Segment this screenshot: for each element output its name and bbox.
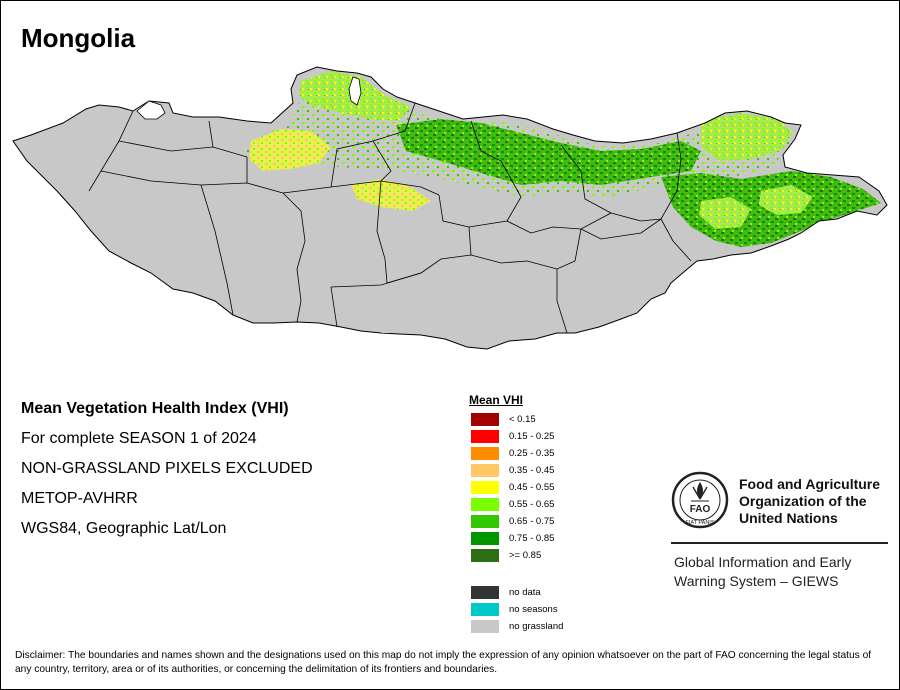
- legend-swatch: [471, 447, 499, 460]
- lake-khovsgol: [348, 76, 362, 106]
- fao-emblem-motto: FIAT PANIS: [685, 520, 714, 526]
- info-line-projection: WGS84, Geographic Lat/Lon: [21, 520, 227, 537]
- fao-name-line-1: Food and Agriculture: [739, 476, 881, 492]
- vhi-light-east: [759, 185, 813, 215]
- legend-label: 0.65 - 0.75: [509, 516, 555, 527]
- lake-uvs: [136, 100, 166, 120]
- legend-label: 0.45 - 0.55: [509, 482, 555, 493]
- giews-line-2: Warning System – GIEWS: [674, 573, 839, 589]
- legend-swatch: [471, 498, 499, 511]
- fao-name-line-3: United Nations: [739, 510, 838, 526]
- legend-item: 0.65 - 0.75: [469, 513, 554, 530]
- legend-title: Mean VHI: [469, 393, 524, 407]
- disclaimer-text: Disclaimer: The boundaries and names sho…: [15, 650, 872, 675]
- map-legend: Mean VHI < 0.15 0.15 - 0.25 0.25 - 0.35 0.3…: [469, 393, 563, 635]
- legend-label: 0.55 - 0.65: [509, 499, 555, 510]
- legend-classes: < 0.15 0.15 - 0.25 0.25 - 0.35 0.35 - 0.45 0…: [469, 411, 554, 564]
- vhi-layer: [241, 71, 881, 247]
- vhi-light-northeast: [701, 113, 793, 161]
- fao-divider: [671, 542, 888, 544]
- legend-item: no grassland: [469, 618, 563, 635]
- legend-label: 0.25 - 0.35: [509, 448, 555, 459]
- legend-label: >= 0.85: [509, 550, 542, 561]
- legend-item: no seasons: [469, 601, 558, 618]
- legend-swatch: [471, 549, 499, 562]
- legend-item: no data: [469, 584, 541, 601]
- legend-label: no seasons: [509, 604, 558, 615]
- legend-item: 0.15 - 0.25: [469, 428, 554, 445]
- legend-item: < 0.15: [469, 411, 536, 428]
- fao-name-line-2: Organization of the: [739, 493, 867, 509]
- fao-organization-name: Food and Agriculture Organization of the…: [739, 476, 899, 527]
- legend-label: 0.15 - 0.25: [509, 431, 555, 442]
- giews-line-1: Global Information and Early: [674, 554, 852, 570]
- legend-item: 0.75 - 0.85: [469, 530, 554, 547]
- fao-emblem-icon: FAO FIAT PANIS: [671, 471, 729, 529]
- legend-swatch: [471, 603, 499, 616]
- legend-swatch: [471, 413, 499, 426]
- legend-swatch: [471, 620, 499, 633]
- legend-swatch: [471, 532, 499, 545]
- legend-item: 0.35 - 0.45: [469, 462, 554, 479]
- vhi-yellow-patch-west: [249, 129, 331, 171]
- fao-emblem-text: FAO: [690, 504, 711, 515]
- legend-item: >= 0.85: [469, 547, 541, 564]
- legend-label: no data: [509, 587, 541, 598]
- info-line-mask: NON-GRASSLAND PIXELS EXCLUDED: [21, 460, 313, 477]
- legend-swatch: [471, 586, 499, 599]
- map-info-block: Mean Vegetation Health Index (VHI) For c…: [21, 399, 313, 549]
- vhi-yellow-patch-center: [351, 179, 431, 211]
- province-boundaries: [88, 102, 692, 334]
- legend-label: 0.75 - 0.85: [509, 533, 555, 544]
- legend-label: no grassland: [509, 621, 564, 632]
- legend-swatch: [471, 515, 499, 528]
- legend-swatch: [471, 481, 499, 494]
- legend-swatch: [471, 430, 499, 443]
- legend-item: 0.25 - 0.35: [469, 445, 554, 462]
- giews-name: Global Information and Early Warning Sys…: [674, 553, 894, 591]
- legend-extras: no data no seasons no grassland: [469, 584, 563, 635]
- info-line-sensor: METOP-AVHRR: [21, 490, 138, 507]
- info-line-season: For complete SEASON 1 of 2024: [21, 430, 257, 447]
- mongolia-map: [12, 66, 888, 350]
- legend-item: 0.45 - 0.55: [469, 479, 554, 496]
- legend-label: < 0.15: [509, 414, 536, 425]
- vhi-dense-central: [396, 119, 701, 185]
- vhi-light-southeast: [699, 197, 751, 229]
- legend-item: 0.55 - 0.65: [469, 496, 554, 513]
- info-line-index: Mean Vegetation Health Index (VHI): [21, 400, 289, 417]
- legend-swatch: [471, 464, 499, 477]
- map-title: Mongolia: [21, 23, 136, 53]
- legend-label: 0.35 - 0.45: [509, 465, 555, 476]
